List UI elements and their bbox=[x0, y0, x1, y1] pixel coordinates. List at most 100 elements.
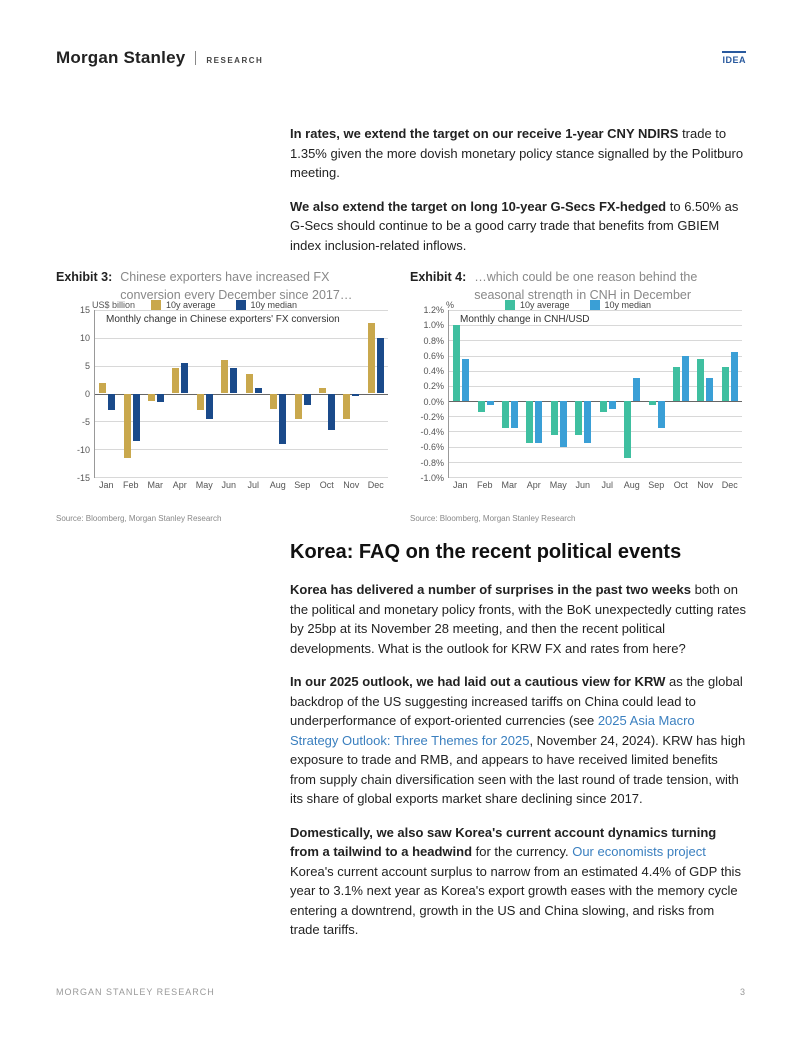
chart-legend-item: 10y average bbox=[505, 300, 570, 310]
chart-y-tick-label: 1.2% bbox=[423, 305, 444, 315]
chart-bar bbox=[172, 368, 179, 393]
exhibit-3-chart: US$ billion Monthly change in Chinese exp… bbox=[56, 300, 392, 510]
chart-bar bbox=[453, 325, 460, 401]
footer-page-number: 3 bbox=[740, 987, 746, 997]
chart-y-tick-label: 5 bbox=[85, 361, 90, 371]
chart-bars bbox=[449, 310, 742, 477]
chart-y-tick-label: 0 bbox=[85, 389, 90, 399]
chart-x-tick-label: Nov bbox=[697, 480, 713, 490]
chart-bar bbox=[279, 394, 286, 444]
chart-legend-label: 10y average bbox=[520, 300, 570, 310]
chart-x-ticks: JanFebMarAprMayJunJulAugSepOctNovDec bbox=[448, 480, 742, 492]
intro-para-2: We also extend the target on long 10-yea… bbox=[290, 197, 746, 256]
chart-bar bbox=[377, 338, 384, 394]
exhibit-3-caption: Chinese exporters have increased FX conv… bbox=[120, 269, 392, 304]
chart-bar bbox=[295, 394, 302, 419]
brand-divider bbox=[195, 51, 196, 65]
chart-x-tick-label: Dec bbox=[368, 480, 384, 490]
chart-bar bbox=[197, 394, 204, 411]
chart-legend-label: 10y average bbox=[166, 300, 216, 310]
korea-section: Korea: FAQ on the recent political event… bbox=[56, 541, 746, 940]
exhibit-4-chart: %Monthly change in CNH/USD1.2%1.0%0.8%0.… bbox=[410, 300, 746, 510]
chart-x-tick-label: Feb bbox=[477, 480, 493, 490]
chart-bar bbox=[697, 359, 704, 401]
chart-x-ticks: JanFebMarAprMayJunJulAugSepOctNovDec bbox=[94, 480, 388, 492]
chart-legend-swatch bbox=[236, 300, 246, 310]
chart-x-tick-label: Jan bbox=[453, 480, 468, 490]
exhibit-4-header: Exhibit 4: …which could be one reason be… bbox=[410, 269, 746, 304]
chart-bar bbox=[682, 356, 689, 402]
intro-para-1: In rates, we extend the target on our re… bbox=[290, 124, 746, 183]
chart-bar bbox=[535, 401, 542, 443]
chart-legend-label: 10y median bbox=[251, 300, 298, 310]
chart-y-tick-label: -10 bbox=[77, 445, 90, 455]
main-content: In rates, we extend the target on our re… bbox=[56, 124, 746, 255]
page-footer: MORGAN STANLEY RESEARCH 3 bbox=[56, 987, 746, 997]
chart-bar bbox=[343, 394, 350, 419]
chart-bar bbox=[649, 401, 656, 405]
chart-y-tick-label: -15 bbox=[77, 473, 90, 483]
brand-sub: RESEARCH bbox=[206, 56, 263, 65]
chart-plot-area bbox=[94, 310, 388, 478]
chart-y-tick-label: -0.4% bbox=[420, 427, 444, 437]
chart-legend-swatch bbox=[151, 300, 161, 310]
chart-bar bbox=[181, 363, 188, 394]
korea-para-1: Korea has delivered a number of surprise… bbox=[290, 580, 746, 658]
chart-bar bbox=[658, 401, 665, 428]
chart-y-tick-label: -5 bbox=[82, 417, 90, 427]
exhibit-3-num: Exhibit 3: bbox=[56, 269, 112, 304]
chart-bar bbox=[600, 401, 607, 412]
chart-bar bbox=[526, 401, 533, 443]
chart-y-tick-label: 15 bbox=[80, 305, 90, 315]
intro-para-2-bold: We also extend the target on long 10-yea… bbox=[290, 199, 666, 214]
korea-para-2: In our 2025 outlook, we had laid out a c… bbox=[290, 672, 746, 809]
chart-bar bbox=[575, 401, 582, 435]
exhibit-3: Exhibit 3: Chinese exporters have increa… bbox=[56, 269, 392, 523]
chart-plot-area bbox=[448, 310, 742, 478]
inline-link[interactable]: Our economists project bbox=[572, 844, 706, 859]
chart-x-tick-label: Aug bbox=[624, 480, 640, 490]
chart-x-tick-label: Feb bbox=[123, 480, 139, 490]
text-span: for the currency. bbox=[472, 844, 572, 859]
chart-bar bbox=[462, 359, 469, 401]
chart-y-ticks: 151050-5-10-15 bbox=[56, 310, 90, 478]
chart-x-tick-label: Sep bbox=[648, 480, 664, 490]
exhibits-row: Exhibit 3: Chinese exporters have increa… bbox=[56, 269, 746, 523]
chart-x-tick-label: Jun bbox=[221, 480, 236, 490]
chart-y-tick-label: 0.2% bbox=[423, 381, 444, 391]
brand-name: Morgan Stanley bbox=[56, 48, 185, 68]
text-span: Korea has delivered a number of surprise… bbox=[290, 582, 691, 597]
chart-x-tick-label: Jul bbox=[601, 480, 613, 490]
chart-y-tick-label: 1.0% bbox=[423, 320, 444, 330]
chart-x-tick-label: Oct bbox=[674, 480, 688, 490]
chart-gridline bbox=[95, 477, 388, 478]
chart-x-tick-label: Apr bbox=[173, 480, 187, 490]
chart-legend-item: 10y median bbox=[236, 300, 298, 310]
exhibit-3-header: Exhibit 3: Chinese exporters have increa… bbox=[56, 269, 392, 304]
chart-inside-title: Monthly change in Chinese exporters' FX … bbox=[106, 314, 340, 325]
chart-bar bbox=[706, 378, 713, 401]
chart-bar bbox=[722, 367, 729, 401]
chart-legend-item: 10y median bbox=[590, 300, 652, 310]
chart-bar bbox=[230, 368, 237, 393]
chart-bar bbox=[584, 401, 591, 443]
chart-y-label: US$ billion bbox=[92, 300, 135, 310]
chart-bar bbox=[352, 394, 359, 397]
chart-bar bbox=[319, 388, 326, 394]
chart-x-tick-label: Nov bbox=[343, 480, 359, 490]
chart-x-tick-label: Aug bbox=[270, 480, 286, 490]
chart-bar bbox=[478, 401, 485, 412]
chart-x-tick-label: Apr bbox=[527, 480, 541, 490]
chart-bar bbox=[246, 374, 253, 393]
exhibit-4-num: Exhibit 4: bbox=[410, 269, 466, 304]
chart-inside-title: Monthly change in CNH/USD bbox=[460, 314, 590, 325]
chart-legend-swatch bbox=[505, 300, 515, 310]
chart-bars bbox=[95, 310, 388, 477]
chart-bar bbox=[560, 401, 567, 447]
chart-bar bbox=[673, 367, 680, 401]
chart-bar bbox=[487, 401, 494, 405]
chart-bar bbox=[368, 323, 375, 394]
chart-x-tick-label: Oct bbox=[320, 480, 334, 490]
chart-y-tick-label: 0.0% bbox=[423, 397, 444, 407]
chart-bar bbox=[502, 401, 509, 428]
